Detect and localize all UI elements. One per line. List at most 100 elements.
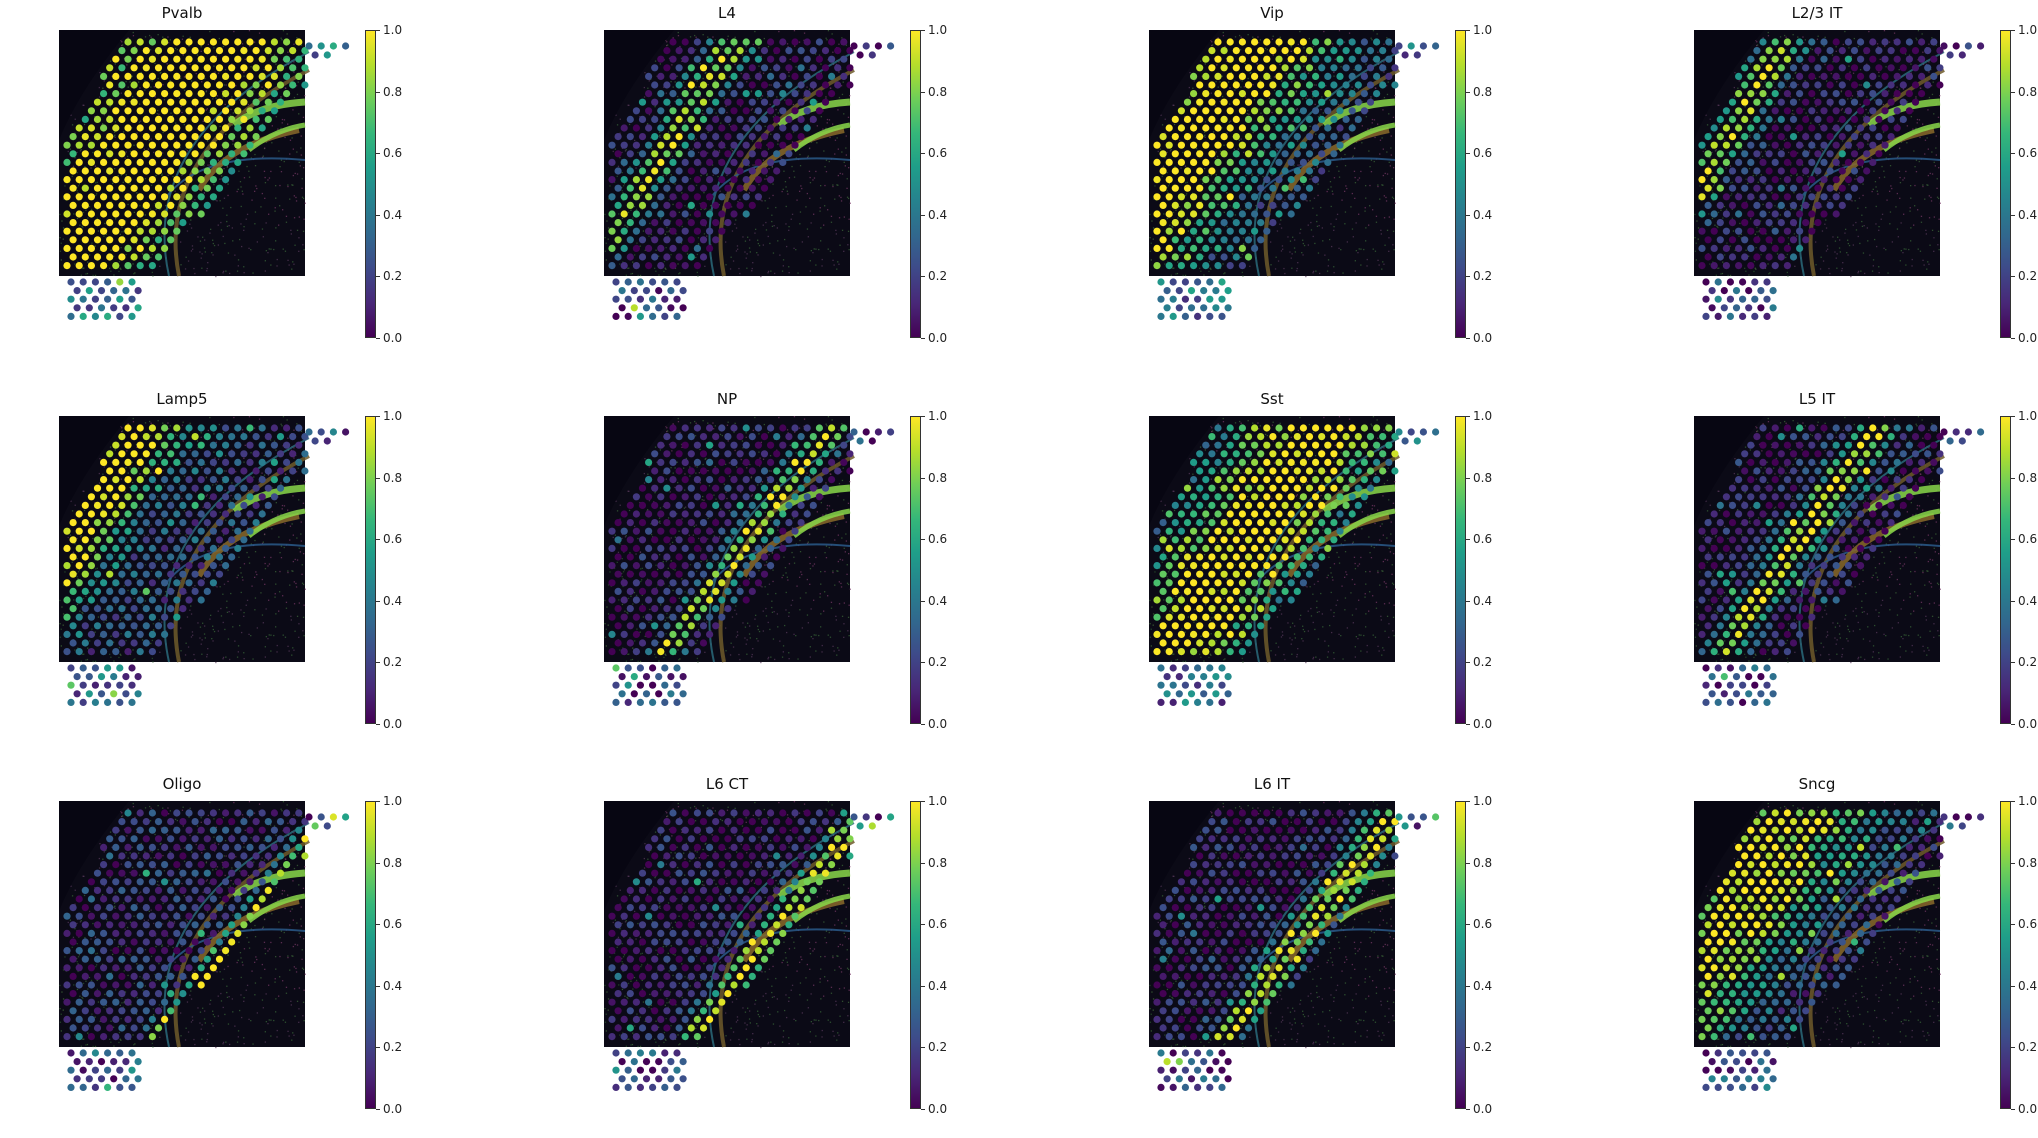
spot (185, 90, 193, 98)
spot (1930, 441, 1938, 449)
spot (1875, 501, 1883, 509)
spot (1293, 921, 1301, 929)
spot (1171, 990, 1179, 998)
spot (645, 476, 653, 484)
colorbar-gradient (365, 416, 376, 724)
spot (91, 681, 99, 689)
spot (1190, 579, 1198, 587)
spot (1183, 921, 1192, 929)
spot (1202, 55, 1210, 63)
spot (1887, 98, 1895, 106)
spot (730, 176, 738, 184)
spot (620, 648, 628, 656)
spot (1169, 295, 1177, 303)
spot (228, 433, 236, 441)
spot (69, 990, 77, 998)
spot (681, 809, 689, 817)
spot (73, 304, 81, 312)
spot (87, 1033, 95, 1041)
spot (657, 441, 665, 449)
spot (185, 476, 193, 484)
spot (663, 450, 671, 458)
spot (1218, 698, 1226, 706)
spot (100, 493, 108, 501)
spot (632, 878, 640, 886)
colorbar-tick-label: 0.4 (1473, 978, 1493, 993)
spot (1293, 570, 1301, 578)
spot (148, 648, 156, 656)
spot (1759, 562, 1767, 570)
spot (148, 964, 156, 972)
spot (1814, 570, 1822, 578)
spot (124, 90, 132, 98)
spot (1287, 176, 1295, 184)
spot (1212, 287, 1220, 295)
colorbar-tick-label: 0.4 (383, 593, 403, 608)
spot (154, 852, 163, 860)
spot (191, 955, 199, 963)
spot (209, 441, 217, 449)
spot (1698, 210, 1706, 218)
spot (1869, 843, 1877, 851)
spot (699, 605, 708, 613)
tissue-image (1149, 416, 1440, 706)
spot (626, 236, 634, 244)
spot (815, 878, 823, 886)
spot (736, 904, 744, 912)
spot (797, 64, 805, 72)
spot (803, 861, 811, 869)
spot (1257, 1007, 1265, 1015)
spot (1753, 253, 1761, 261)
spot (773, 536, 781, 544)
spot (69, 938, 77, 946)
spot (1704, 201, 1712, 209)
spot (1899, 501, 1907, 509)
spot (1771, 441, 1779, 449)
spot (1171, 115, 1179, 123)
spot (1153, 1015, 1161, 1023)
spot (1716, 253, 1724, 261)
spot (815, 90, 823, 98)
spot (1196, 921, 1204, 929)
spot (632, 1015, 640, 1023)
spot (645, 981, 653, 989)
spot (742, 510, 750, 518)
tissue-image (59, 416, 350, 706)
spot (675, 938, 683, 946)
spot (1318, 519, 1326, 527)
spot (1765, 236, 1773, 244)
spot (215, 955, 224, 963)
spot (1875, 904, 1883, 912)
spot (699, 536, 708, 544)
spot (1202, 544, 1210, 552)
spot (638, 184, 647, 192)
spot (712, 150, 720, 158)
spot (1169, 664, 1177, 672)
spot (773, 501, 781, 509)
tissue-band (163, 822, 310, 1048)
tissue-band (792, 508, 851, 538)
spot (1777, 167, 1785, 175)
spot (626, 219, 634, 227)
spot (1214, 510, 1222, 518)
spot (1747, 510, 1755, 518)
spot (112, 562, 120, 570)
spot (75, 630, 83, 638)
spot (730, 929, 738, 937)
spot (1299, 38, 1307, 46)
spot (1214, 90, 1222, 98)
spot (234, 895, 242, 903)
spot (1232, 587, 1240, 595)
spot (1226, 90, 1234, 98)
spot (1275, 544, 1283, 552)
spot (1226, 843, 1234, 851)
spot (1899, 47, 1907, 55)
spot (154, 150, 163, 158)
spot (246, 141, 254, 149)
spot (620, 158, 628, 166)
spot (1759, 510, 1767, 518)
spot (1305, 519, 1314, 527)
spot (618, 1075, 626, 1083)
spot (687, 570, 695, 578)
spot (1710, 613, 1718, 621)
